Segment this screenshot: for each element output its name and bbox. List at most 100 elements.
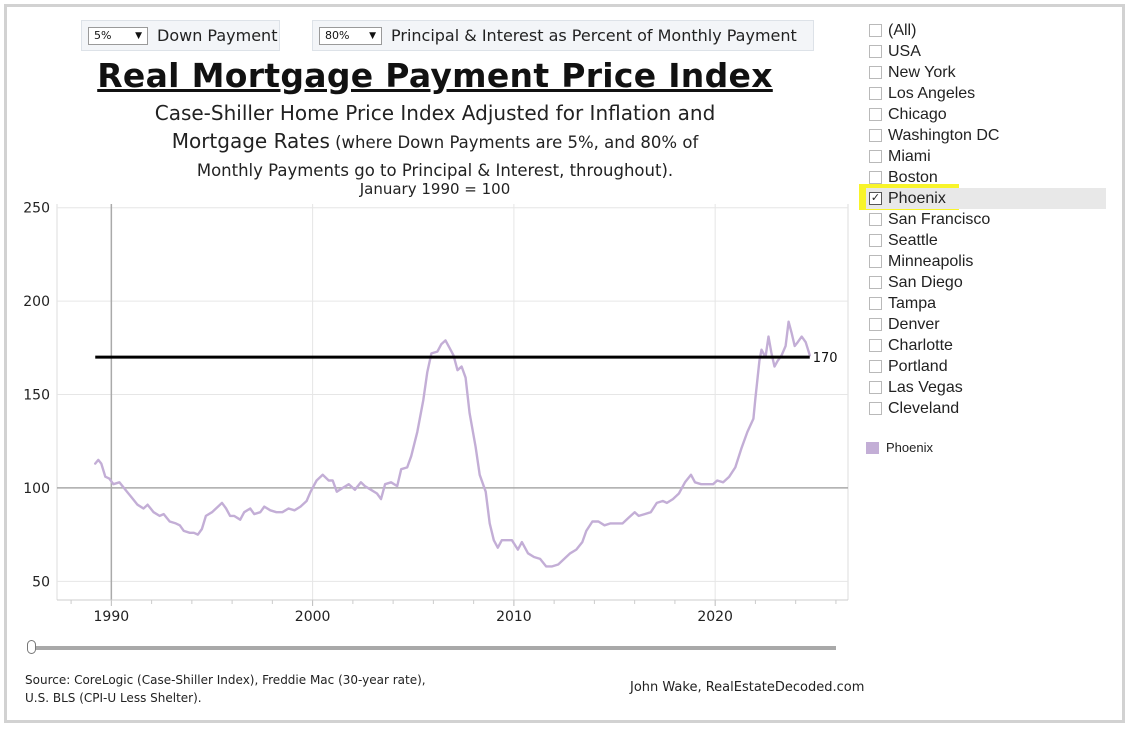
filter-item-label: Boston — [888, 168, 938, 186]
date-slider-handle[interactable] — [27, 640, 36, 654]
checkbox-icon[interactable] — [869, 360, 882, 373]
filter-item-label: Portland — [888, 357, 948, 375]
filter-item-los-angeles[interactable]: Los Angeles — [866, 83, 1106, 104]
source-note: Source: CoreLogic (Case-Shiller Index), … — [25, 671, 426, 707]
pi-percent-value: 80% — [325, 29, 350, 42]
filter-item-washington-dc[interactable]: Washington DC — [866, 125, 1106, 146]
author-credit: John Wake, RealEstateDecoded.com — [630, 680, 865, 695]
line-chart: 1990 2000 2010 2020 50 100 150 200 250 170 — [23, 201, 849, 625]
down-payment-label: Down Payment — [157, 26, 278, 45]
filter-item-label: Chicago — [888, 105, 947, 123]
filter-item-san-francisco[interactable]: San Francisco — [866, 209, 1106, 230]
filter-item-label: New York — [888, 63, 956, 81]
city-filter-list: (All) USA New York Los Angeles Chicago Washin… — [866, 20, 1106, 419]
filter-item-label: San Diego — [888, 273, 963, 291]
filter-item-label: Washington DC — [888, 126, 1000, 144]
x-tick-label: 2000 — [295, 609, 331, 625]
filter-item-label: Los Angeles — [888, 84, 976, 102]
axis-layer: 1990 2000 2010 2020 50 100 150 200 250 — [23, 201, 848, 625]
checkbox-icon[interactable] — [869, 318, 882, 331]
pi-percent-dropdown[interactable]: 80% ▼ — [319, 26, 382, 45]
filter-item-label: Cleveland — [888, 399, 960, 417]
down-payment-dropdown[interactable]: 5% ▼ — [88, 26, 148, 45]
series-line-phoenix — [94, 320, 811, 568]
checkbox-icon[interactable] — [869, 276, 882, 289]
subtitle-line-3: Monthly Payments go to Principal & Inter… — [196, 161, 674, 180]
down-payment-control: 5% ▼ Down Payment — [81, 20, 280, 51]
y-tick-label: 200 — [23, 294, 50, 310]
filter-item-cleveland[interactable]: Cleveland — [866, 398, 1106, 419]
filter-item-label: Minneapolis — [888, 252, 974, 270]
date-slider-track[interactable] — [30, 646, 836, 650]
filter-item-label: Phoenix — [888, 189, 946, 207]
x-tick-label: 2020 — [697, 609, 733, 625]
filter-item-minneapolis[interactable]: Minneapolis — [866, 251, 1106, 272]
subtitle-line-2-main: Mortgage Rates — [171, 129, 330, 153]
reference-line-label: 170 — [813, 351, 838, 366]
subtitle-line-1: Case-Shiller Home Price Index Adjusted f… — [154, 101, 716, 125]
checkbox-icon[interactable] — [869, 150, 882, 163]
filter-item-las-vegas[interactable]: Las Vegas — [866, 377, 1106, 398]
checkbox-icon[interactable] — [869, 234, 882, 247]
filter-item-label: Miami — [888, 147, 931, 165]
filter-item-chicago[interactable]: Chicago — [866, 104, 1106, 125]
y-tick-label: 250 — [23, 201, 50, 217]
y-tick-label: 100 — [23, 481, 50, 497]
filter-item-label: San Francisco — [888, 210, 991, 228]
filter-item-label: Charlotte — [888, 336, 953, 354]
source-line-1: Source: CoreLogic (Case-Shiller Index), … — [25, 673, 426, 687]
filter-item-new-york[interactable]: New York — [866, 62, 1106, 83]
base-note: January 1990 = 100 — [359, 180, 511, 198]
grid-layer — [56, 204, 849, 600]
x-tick-label: 2010 — [496, 609, 532, 625]
filter-item-usa[interactable]: USA — [866, 41, 1106, 62]
filter-item-boston[interactable]: Boston — [866, 167, 1106, 188]
checkbox-icon[interactable] — [869, 171, 882, 184]
filter-item-denver[interactable]: Denver — [866, 314, 1106, 335]
checkbox-checked-icon[interactable]: ✓ — [869, 192, 882, 205]
checkbox-icon[interactable] — [869, 87, 882, 100]
checkbox-icon[interactable] — [869, 66, 882, 79]
filter-item-phoenix[interactable]: ✓ Phoenix — [866, 188, 1106, 209]
filter-item-all[interactable]: (All) — [866, 20, 1106, 41]
reference-layer: 170 — [95, 351, 838, 366]
filter-item-seattle[interactable]: Seattle — [866, 230, 1106, 251]
subtitle-line-2-small: (where Down Payments are 5%, and 80% of — [329, 133, 699, 152]
dashboard-frame — [4, 4, 1125, 723]
checkbox-icon[interactable] — [869, 381, 882, 394]
series-layer — [94, 320, 811, 568]
chart-subtitle: Case-Shiller Home Price Index Adjusted f… — [20, 99, 850, 185]
source-line-2: U.S. BLS (CPI-U Less Shelter). — [25, 691, 202, 705]
filter-item-label: Tampa — [888, 294, 937, 312]
x-tick-label: 1990 — [94, 609, 130, 625]
filter-item-san-diego[interactable]: San Diego — [866, 272, 1106, 293]
y-tick-label: 150 — [23, 388, 50, 404]
checkbox-icon[interactable] — [869, 24, 882, 37]
filter-item-tampa[interactable]: Tampa — [866, 293, 1106, 314]
legend-swatch — [866, 441, 879, 454]
checkbox-icon[interactable] — [869, 108, 882, 121]
filter-item-label: USA — [888, 42, 921, 60]
subtitle-line-2: Mortgage Rates (where Down Payments are … — [20, 127, 850, 157]
chart-title: Real Mortgage Payment Price Index — [97, 56, 773, 95]
checkbox-icon[interactable] — [869, 297, 882, 310]
filter-item-miami[interactable]: Miami — [866, 146, 1106, 167]
checkbox-icon[interactable] — [869, 255, 882, 268]
filter-item-label: Seattle — [888, 231, 938, 249]
filter-item-label: Denver — [888, 315, 940, 333]
legend-label: Phoenix — [886, 440, 933, 455]
down-payment-value: 5% — [94, 29, 112, 42]
checkbox-icon[interactable] — [869, 45, 882, 58]
checkbox-icon[interactable] — [869, 339, 882, 352]
dropdown-arrow-icon: ▼ — [135, 30, 142, 41]
filter-item-portland[interactable]: Portland — [866, 356, 1106, 377]
legend: Phoenix — [866, 440, 933, 455]
checkbox-icon[interactable] — [869, 402, 882, 415]
filter-item-charlotte[interactable]: Charlotte — [866, 335, 1106, 356]
checkbox-icon[interactable] — [869, 129, 882, 142]
y-tick-label: 50 — [32, 574, 50, 590]
checkbox-icon[interactable] — [869, 213, 882, 226]
pi-percent-label: Principal & Interest as Percent of Month… — [391, 26, 797, 45]
filter-item-label: (All) — [888, 21, 917, 39]
pi-percent-control: 80% ▼ Principal & Interest as Percent of… — [312, 20, 814, 51]
